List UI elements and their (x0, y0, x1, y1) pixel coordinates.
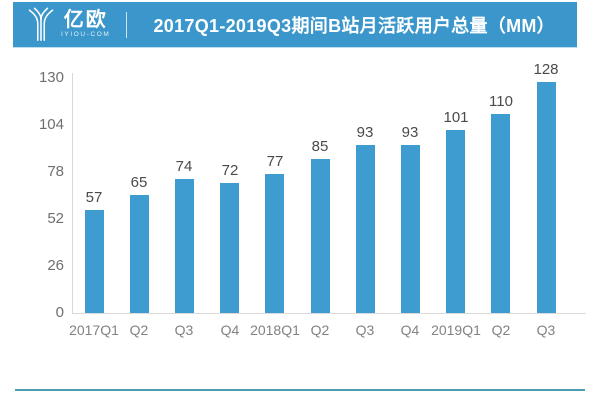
y-axis-tick-label: 104 (38, 116, 64, 133)
y-axis-tick-label: 26 (47, 257, 64, 274)
x-axis-line (72, 313, 586, 314)
bar (311, 159, 330, 313)
header-divider (126, 11, 128, 38)
bar-value-label: 72 (221, 162, 239, 179)
x-axis-category-label: Q4 (220, 322, 240, 338)
y-axis-tick-label: 52 (47, 210, 64, 227)
bar-value-label: 65 (130, 174, 148, 191)
logo-domain-text: IYIOU-COM (61, 31, 111, 39)
x-axis-category-label: Q2 (310, 322, 330, 338)
bar (85, 210, 104, 313)
x-axis-category-label: 2019Q1 (431, 322, 481, 338)
bar (491, 114, 510, 313)
bar (130, 195, 149, 313)
x-axis-category-label: 2017Q1 (69, 322, 119, 338)
x-axis-category-label: Q2 (491, 322, 511, 338)
bar (537, 82, 556, 313)
bar (446, 130, 465, 313)
y-axis-tick-label: 0 (55, 304, 64, 321)
bar (356, 145, 375, 313)
bar-value-label: 110 (489, 93, 513, 110)
bar-value-label: 93 (356, 124, 374, 141)
bar-value-label: 101 (443, 109, 469, 126)
logo-brand-name: 亿欧 (63, 9, 108, 32)
y-axis-tick-label: 78 (47, 163, 64, 180)
logo-text: 亿欧 IYIOU-COM (61, 10, 110, 39)
y-axis-line (72, 73, 73, 314)
bar (265, 174, 284, 313)
bar (401, 145, 420, 313)
iyiou-y-logo-icon (28, 7, 54, 41)
bar-value-label: 85 (311, 138, 329, 155)
bar-value-label: 128 (533, 61, 559, 78)
bar-value-label: 77 (266, 153, 284, 170)
iyiou-logo: 亿欧 IYIOU-COM (26, 7, 110, 42)
x-axis-category-label: Q3 (536, 322, 556, 338)
y-axis-tick-label: 130 (38, 69, 64, 86)
footer-divider-line (15, 389, 585, 391)
bar-value-label: 57 (85, 189, 103, 206)
x-axis-category-label: Q4 (400, 322, 420, 338)
x-axis-category-label: 2018Q1 (250, 322, 300, 338)
bar-value-label: 74 (175, 158, 193, 175)
bar (220, 183, 239, 313)
x-axis-category-label: Q3 (174, 322, 194, 338)
chart-title: 2017Q1-2019Q3期间B站月活跃用户总量（MM） (153, 15, 555, 36)
x-axis-category-label: Q2 (129, 322, 149, 338)
bar (175, 179, 194, 313)
x-axis-category-label: Q3 (355, 322, 375, 338)
bar-value-label: 93 (401, 124, 419, 141)
header-bar: 亿欧 IYIOU-COM 2017Q1-2019Q3期间B站月活跃用户总量（MM… (13, 2, 577, 47)
